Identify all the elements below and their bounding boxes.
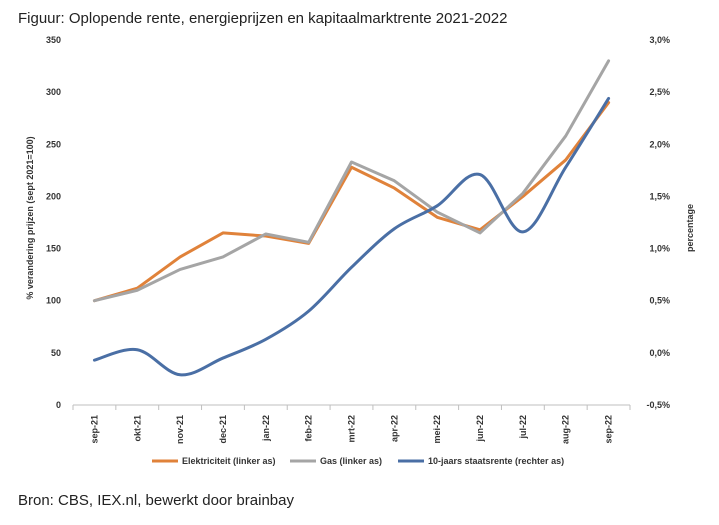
left-tick-label: 0: [56, 400, 61, 410]
x-tick-label: nov-21: [175, 415, 185, 444]
x-tick-label: aug-22: [561, 415, 571, 444]
x-tick-label: jul-22: [518, 415, 528, 440]
left-tick-label: 100: [46, 296, 61, 306]
legend: Elektriciteit (linker as) Gas (linker as)…: [152, 456, 564, 466]
left-tick-label: 350: [46, 35, 61, 45]
legend-label-3: 10-jaars staatsrente (rechter as): [428, 456, 564, 466]
series-line-3: [92, 96, 611, 377]
x-tick-label: sep-22: [604, 415, 614, 444]
x-tick-label: sep-21: [89, 415, 99, 444]
line-chart: 0 50 100 150 200 250 300 350 -0,5% 0,0% 0,5% 1,0% 1…: [25, 35, 695, 466]
right-tick-label: 0,0%: [649, 348, 670, 358]
series-line-1: [92, 101, 611, 303]
left-axis-ticks: 0 50 100 150 200 250 300 350: [46, 35, 61, 410]
left-axis-title: % verandering prijzen (sept 2021=100): [25, 136, 35, 299]
left-tick-label: 150: [46, 244, 61, 254]
legend-label-1: Elektriciteit (linker as): [182, 456, 276, 466]
x-tick-label: mrt-22: [347, 415, 357, 443]
right-tick-label: 1,5%: [649, 191, 670, 201]
x-tick-label: dec-21: [218, 415, 228, 444]
left-tick-label: 300: [46, 87, 61, 97]
right-axis-ticks: -0,5% 0,0% 0,5% 1,0% 1,5% 2,0% 2,5% 3,0%: [646, 35, 670, 410]
series-layer: [92, 59, 611, 377]
right-tick-label: -0,5%: [646, 400, 670, 410]
left-tick-label: 200: [46, 191, 61, 201]
right-tick-label: 1,0%: [649, 244, 670, 254]
x-tick-label: mei-22: [432, 415, 442, 444]
left-tick-label: 250: [46, 139, 61, 149]
right-tick-label: 3,0%: [649, 35, 670, 45]
series-line-2: [92, 59, 611, 303]
right-tick-label: 0,5%: [649, 296, 670, 306]
right-axis-title: percentage: [685, 204, 695, 252]
x-tick-label: jun-22: [475, 415, 485, 443]
x-tick-label: feb-22: [304, 415, 314, 442]
x-axis-ticks: sep-21 okt-21 nov-21 dec-21 jan-22 feb-22 mrt-…: [72, 405, 631, 444]
legend-label-2: Gas (linker as): [320, 456, 382, 466]
chart-title: Figuur: Oplopende rente, energieprijzen …: [18, 10, 508, 27]
left-tick-label: 50: [51, 348, 61, 358]
source-note: Bron: CBS, IEX.nl, bewerkt door brainbay: [18, 492, 294, 509]
x-tick-label: okt-21: [132, 415, 142, 442]
right-tick-label: 2,0%: [649, 139, 670, 149]
x-tick-label: jan-22: [261, 415, 271, 442]
x-tick-label: apr-22: [389, 415, 399, 442]
right-tick-label: 2,5%: [649, 87, 670, 97]
